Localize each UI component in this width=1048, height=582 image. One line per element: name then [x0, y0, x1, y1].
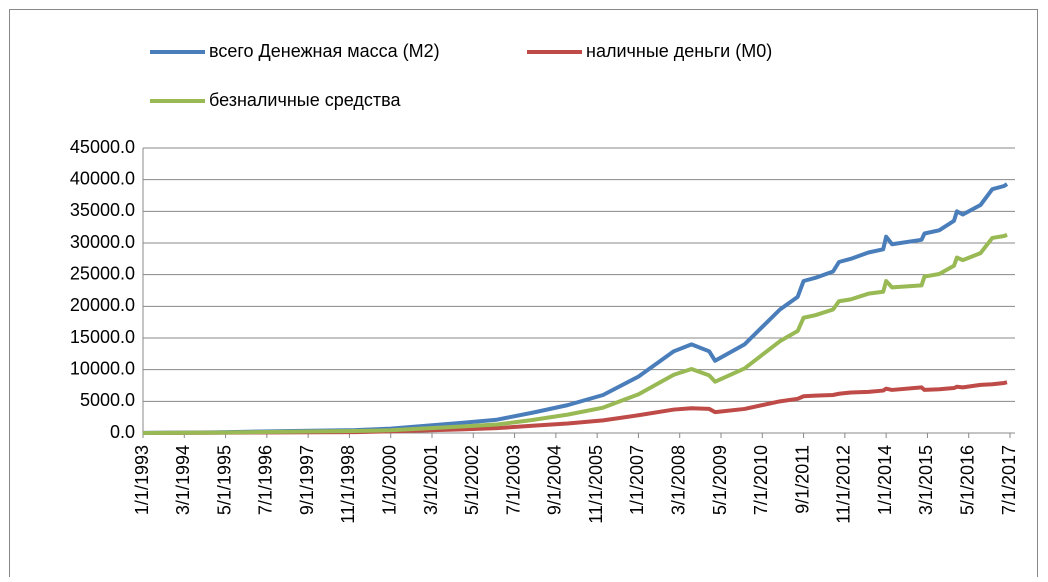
x-tick-label: 11/1/1998	[338, 445, 358, 524]
x-tick-label: 11/1/2005	[586, 445, 606, 524]
x-tick-label: 11/1/2012	[834, 445, 854, 524]
legend-label: безналичные средства	[209, 90, 401, 110]
x-tick-label: 9/1/2011	[792, 445, 812, 514]
x-tick-label: 3/1/1994	[173, 445, 193, 515]
y-tick-label: 20000.0	[70, 295, 135, 315]
y-tick-label: 45000.0	[70, 137, 135, 157]
series-line	[142, 232, 1008, 435]
x-tick-label: 7/1/2010	[751, 445, 771, 515]
x-tick-label: 3/1/2008	[668, 445, 688, 515]
x-tick-label: 1/1/2014	[875, 445, 895, 515]
x-tick-label: 9/1/2004	[545, 445, 565, 515]
x-tick-label: 1/1/1993	[132, 445, 152, 515]
y-tick-label: 35000.0	[70, 200, 135, 220]
x-tick-label: 1/1/2007	[627, 445, 647, 515]
x-tick-label: 5/1/2002	[462, 445, 482, 515]
x-tick-label: 5/1/2016	[957, 445, 977, 515]
legend-label: наличные деньги (М0)	[586, 41, 772, 61]
x-tick-label: 7/1/1996	[256, 445, 276, 515]
y-tick-label: 25000.0	[70, 263, 135, 283]
y-tick-label: 40000.0	[70, 168, 135, 188]
x-tick-label: 7/1/2003	[503, 445, 523, 515]
y-tick-label: 5000.0	[80, 390, 135, 410]
y-tick-label: 15000.0	[70, 327, 135, 347]
x-tick-label: 3/1/2001	[421, 445, 441, 515]
x-tick-label: 3/1/2015	[916, 445, 936, 515]
y-tick-label: 30000.0	[70, 232, 135, 252]
series-line	[142, 380, 1008, 435]
x-tick-label: 1/1/2000	[379, 445, 399, 515]
y-tick-label: 0.0	[110, 422, 135, 442]
legend-label: всего Денежная масса (М2)	[209, 41, 440, 61]
series-line	[142, 182, 1009, 435]
x-tick-label: 7/1/2017	[999, 445, 1019, 515]
x-tick-label: 5/1/2009	[710, 445, 730, 515]
x-tick-label: 5/1/1995	[214, 445, 234, 515]
y-tick-label: 10000.0	[70, 358, 135, 378]
x-tick-label: 9/1/1997	[297, 445, 317, 515]
